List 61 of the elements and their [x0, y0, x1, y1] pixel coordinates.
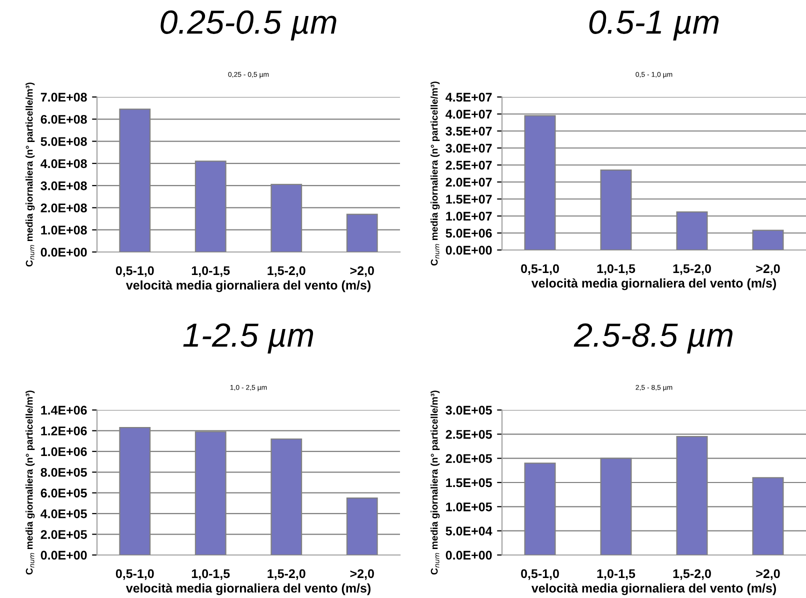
y-tick-label: 1.0E+08 [41, 226, 87, 235]
x-tick-label: 1,5-2,0 [673, 264, 711, 275]
y-axis-title: C$_{num}$ media giornaliera (n° particelle/m³) [430, 390, 440, 575]
y-tick-label: 5.0E+04 [446, 526, 492, 536]
x-axis-title: velocità media giornaliera del vento (m/s) [531, 583, 776, 596]
x-tick-label: 1,0-1,5 [597, 264, 636, 275]
y-tick-label: 1.0E+07 [446, 212, 492, 221]
y-tick-label: 1.4E+06 [41, 406, 87, 415]
y-tick-label: 2.0E+05 [446, 454, 492, 463]
chart-title: 0.5-1 µm [589, 10, 719, 41]
x-tick-label: 1,5-2,0 [268, 569, 306, 580]
y-tick-label: 2.0E+05 [40, 530, 87, 539]
y-tick-label: 1.5E+07 [446, 194, 492, 204]
y-tick-label: 4.5E+07 [446, 92, 492, 102]
x-tick-label: >2,0 [350, 266, 374, 277]
x-tick-label: >2,0 [756, 264, 780, 275]
y-tick-label: 0.0E+00 [446, 246, 492, 255]
x-tick-label: 1,5-2,0 [673, 569, 711, 580]
y-tick-label: 1.5E+05 [446, 478, 492, 488]
chart-title: 2.5-8.5 µm [574, 323, 732, 354]
x-axis-title: velocità media giornaliera del vento (m/s) [126, 280, 370, 292]
y-tick-label: 3.0E+05 [446, 406, 492, 415]
y-tick-label: 0.0E+00 [40, 248, 87, 257]
x-tick-label: 0,5-1,0 [116, 569, 154, 580]
y-tick-label: 5.0E+06 [446, 228, 492, 238]
y-tick-label: 6.0E+08 [40, 114, 87, 124]
y-tick-label: 8.0E+05 [40, 468, 87, 477]
x-tick-label: 1,0-1,5 [192, 266, 230, 277]
y-axis-title: C$_{num}$ media giornaliera (n° particelle/m³) [26, 390, 35, 575]
y-tick-label: 3.0E+07 [446, 144, 492, 153]
y-tick-label: 1.0E+06 [41, 447, 87, 456]
y-tick-label: 6.0E+05 [40, 488, 87, 498]
y-tick-label: 1.2E+06 [41, 426, 87, 436]
y-tick-label: 3.5E+07 [446, 126, 492, 136]
y-tick-label: 5.0E+08 [40, 137, 87, 146]
x-axis-title: velocità media giornaliera del vento (m/s) [531, 278, 776, 290]
y-tick-label: 4.0E+07 [446, 110, 492, 119]
chart-title: 0.25-0.5 µm [160, 10, 336, 41]
x-tick-label: 1,5-2,0 [268, 266, 306, 277]
y-tick-label: 0.0E+00 [40, 550, 87, 560]
y-tick-label: 4.0E+05 [40, 509, 87, 518]
y-axis-title: C$_{num}$ media giornaliera (n° particelle/m³) [430, 82, 440, 266]
y-axis-title: C$_{num}$ media giornaliera (n° particelle/m³) [26, 82, 35, 267]
y-tick-label: 3.0E+08 [40, 181, 87, 190]
chart-title: 1-2.5 µm [183, 323, 314, 354]
y-tick-label: 0.0E+00 [446, 550, 492, 560]
y-tick-label: 1.0E+05 [446, 502, 492, 512]
y-tick-label: 2.0E+08 [40, 204, 87, 212]
x-tick-label: 0,5-1,0 [521, 569, 559, 580]
x-tick-label: 1,0-1,5 [192, 569, 230, 580]
x-tick-label: 1,0-1,5 [597, 569, 636, 580]
y-tick-label: 7.0E+08 [40, 92, 87, 102]
y-tick-label: 2.5E+07 [446, 160, 492, 170]
x-axis-title: velocità media giornaliera del vento (m/s) [126, 583, 370, 596]
y-tick-label: 4.0E+08 [40, 159, 87, 168]
x-tick-label: 0,5-1,0 [116, 266, 154, 277]
x-tick-label: >2,0 [350, 569, 374, 580]
y-tick-label: 2.5E+05 [446, 430, 492, 439]
x-tick-label: >2,0 [756, 569, 780, 580]
x-tick-label: 0,5-1,0 [521, 264, 559, 275]
y-tick-label: 2.0E+07 [446, 178, 492, 187]
